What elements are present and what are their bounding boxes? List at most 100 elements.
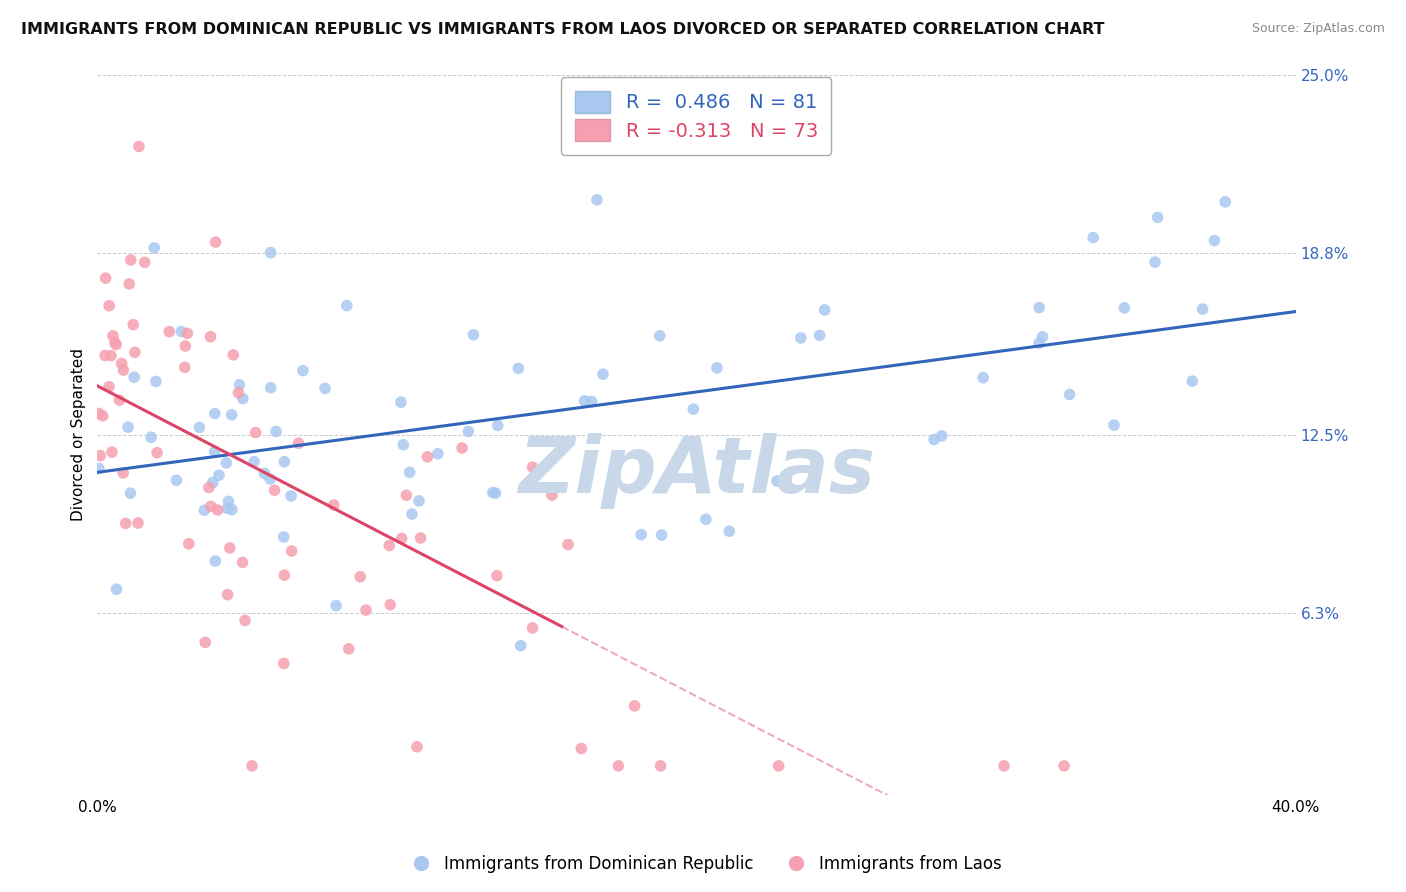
- Point: [273, 530, 295, 544]
- Point: [259, 472, 281, 486]
- Point: [509, 639, 531, 653]
- Point: [208, 468, 231, 483]
- Point: [143, 241, 166, 255]
- Point: [87, 407, 110, 421]
- Point: [157, 325, 180, 339]
- Point: [508, 361, 530, 376]
- Point: [1028, 301, 1050, 315]
- Point: [221, 502, 243, 516]
- Point: [89, 449, 111, 463]
- Point: [287, 436, 309, 450]
- Point: [291, 363, 314, 377]
- Point: [718, 524, 741, 538]
- Point: [1102, 418, 1125, 433]
- Point: [623, 698, 645, 713]
- Point: [378, 539, 401, 553]
- Point: [922, 433, 945, 447]
- Point: [706, 360, 728, 375]
- Point: [790, 331, 813, 345]
- Point: [120, 252, 142, 267]
- Point: [222, 348, 245, 362]
- Point: [198, 481, 221, 495]
- Point: [1114, 301, 1136, 315]
- Point: [231, 555, 253, 569]
- Point: [124, 345, 146, 359]
- Point: [100, 349, 122, 363]
- Point: [766, 474, 789, 488]
- Point: [118, 277, 141, 291]
- Y-axis label: Divorced or Separated: Divorced or Separated: [72, 348, 86, 521]
- Point: [557, 537, 579, 551]
- Point: [1191, 301, 1213, 316]
- Point: [451, 441, 474, 455]
- Point: [630, 527, 652, 541]
- Point: [1031, 330, 1053, 344]
- Point: [217, 501, 239, 516]
- Point: [541, 488, 564, 502]
- Point: [349, 570, 371, 584]
- Point: [586, 193, 609, 207]
- Point: [650, 759, 672, 773]
- Point: [111, 356, 134, 370]
- Point: [354, 603, 377, 617]
- Point: [325, 599, 347, 613]
- Point: [426, 447, 449, 461]
- Point: [165, 473, 187, 487]
- Point: [457, 425, 479, 439]
- Point: [263, 483, 285, 498]
- Point: [98, 380, 121, 394]
- Point: [1081, 230, 1104, 244]
- Point: [808, 328, 831, 343]
- Point: [204, 444, 226, 458]
- Point: [463, 327, 485, 342]
- Point: [522, 460, 544, 475]
- Point: [101, 445, 124, 459]
- Point: [228, 377, 250, 392]
- Point: [398, 465, 420, 479]
- Point: [112, 466, 135, 480]
- Point: [401, 507, 423, 521]
- Point: [409, 531, 432, 545]
- Point: [146, 446, 169, 460]
- Point: [484, 486, 506, 500]
- Point: [522, 621, 544, 635]
- Point: [233, 614, 256, 628]
- Point: [215, 456, 238, 470]
- Point: [94, 349, 117, 363]
- Point: [127, 516, 149, 530]
- Point: [485, 568, 508, 582]
- Point: [931, 429, 953, 443]
- Point: [128, 139, 150, 153]
- Point: [260, 381, 283, 395]
- Point: [91, 409, 114, 423]
- Point: [406, 739, 429, 754]
- Point: [972, 370, 994, 384]
- Point: [651, 528, 673, 542]
- Point: [204, 407, 226, 421]
- Point: [177, 537, 200, 551]
- Legend: R =  0.486   N = 81, R = -0.313   N = 73: R = 0.486 N = 81, R = -0.313 N = 73: [561, 77, 831, 155]
- Point: [228, 385, 250, 400]
- Point: [94, 271, 117, 285]
- Point: [273, 568, 295, 582]
- Point: [194, 635, 217, 649]
- Point: [814, 302, 837, 317]
- Point: [207, 503, 229, 517]
- Point: [336, 299, 359, 313]
- Point: [204, 235, 226, 249]
- Text: Source: ZipAtlas.com: Source: ZipAtlas.com: [1251, 22, 1385, 36]
- Point: [322, 498, 344, 512]
- Point: [416, 450, 439, 464]
- Text: IMMIGRANTS FROM DOMINICAN REPUBLIC VS IMMIGRANTS FROM LAOS DIVORCED OR SEPARATED: IMMIGRANTS FROM DOMINICAN REPUBLIC VS IM…: [21, 22, 1105, 37]
- Point: [112, 363, 135, 377]
- Point: [1213, 194, 1236, 209]
- Point: [607, 759, 630, 773]
- Point: [1028, 336, 1050, 351]
- Point: [201, 475, 224, 490]
- Point: [134, 255, 156, 269]
- Point: [482, 485, 505, 500]
- Point: [695, 512, 717, 526]
- Point: [114, 516, 136, 531]
- Point: [217, 588, 239, 602]
- Point: [174, 339, 197, 353]
